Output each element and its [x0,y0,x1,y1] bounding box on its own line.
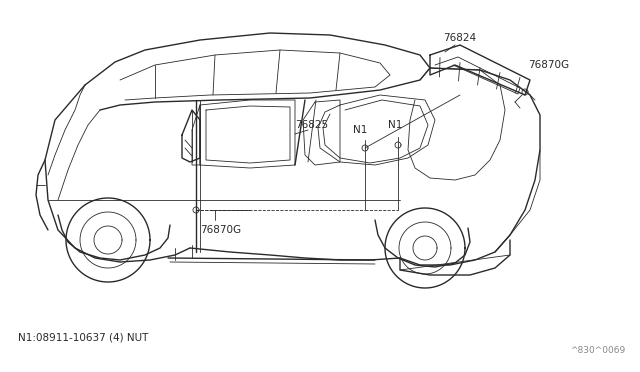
Text: 76870G: 76870G [528,60,569,70]
Text: N1: N1 [353,125,367,135]
Text: N1:08911-10637 (4) NUT: N1:08911-10637 (4) NUT [18,332,148,342]
Text: 76825: 76825 [295,120,328,130]
Text: N1: N1 [388,120,402,130]
Text: 76870G: 76870G [200,225,241,235]
Text: 76824: 76824 [443,33,476,43]
Text: ^830^0069: ^830^0069 [570,346,625,355]
